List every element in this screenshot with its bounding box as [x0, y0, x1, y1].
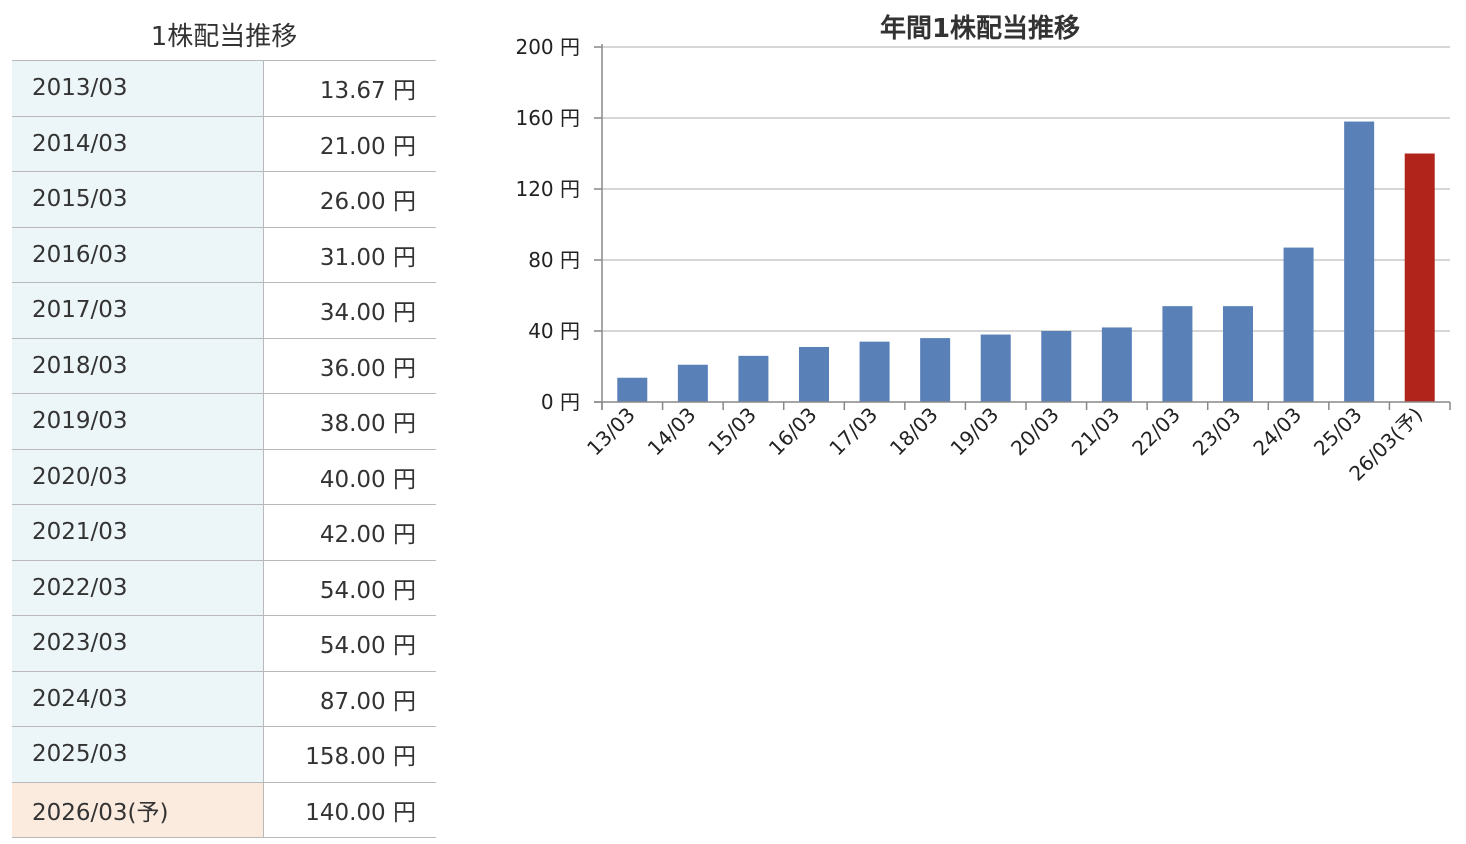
y-tick-label: 0 円: [541, 390, 580, 414]
bar-20/03: [1041, 331, 1072, 402]
fiscal-year-cell: 2018/03: [12, 338, 264, 394]
chart-title: 年間1株配当推移: [880, 13, 1080, 44]
bar-24/03: [1283, 247, 1314, 402]
x-tick-label: 22/03: [1127, 403, 1185, 461]
table-row: 2023/03 54.00 円: [12, 615, 436, 672]
x-tick-label: 16/03: [764, 403, 822, 461]
fiscal-year-cell: 2014/03: [12, 116, 264, 172]
fiscal-year-cell: 2021/03: [12, 504, 264, 561]
x-tick-label: 19/03: [946, 403, 1004, 461]
dividend-amount-cell: 31.00 円: [263, 227, 436, 283]
table-row: 2017/03 34.00 円: [12, 282, 436, 339]
bar-26/03(予): [1404, 153, 1435, 402]
dividend-amount-cell: 21.00 円: [263, 116, 436, 172]
dividend-amount-cell: 54.00 円: [263, 615, 436, 672]
fiscal-year-cell: 2023/03: [12, 615, 264, 672]
grid-lines: [602, 46, 1450, 332]
table-row: 2019/03 38.00 円: [12, 393, 436, 450]
fiscal-year-cell: 2022/03: [12, 560, 264, 616]
fiscal-year-cell: 2015/03: [12, 171, 264, 228]
y-tick-label: 40 円: [528, 319, 580, 343]
y-tick-label: 120 円: [515, 177, 580, 201]
fiscal-year-cell: 2025/03: [12, 726, 264, 783]
x-tick-label: 20/03: [1006, 403, 1064, 461]
dividend-amount-cell: 38.00 円: [263, 393, 436, 450]
x-tick-label: 15/03: [703, 403, 761, 461]
dividend-table-panel: 1株配当推移 2013/03 13.67 円 2014/03 21.00 円 2015/…: [12, 14, 436, 838]
fiscal-year-cell: 2026/03(予): [12, 782, 264, 838]
y-tick-label: 80 円: [528, 248, 580, 272]
table-row: 2021/03 42.00 円: [12, 504, 436, 561]
x-axis-ticks: 13/03 14/03 15/03 16/03 17/03 18/03 19/03 20/03…: [582, 403, 1427, 486]
x-tick-label: 25/03: [1309, 403, 1367, 461]
dividend-amount-cell: 26.00 円: [263, 171, 436, 228]
x-tick-label: 24/03: [1248, 403, 1306, 461]
table-row: 2018/03 36.00 円: [12, 338, 436, 394]
dividend-bar-chart: 年間1株配当推移 0 円 40 円 80 円 120 円 160 円 200 円 13/0…: [515, 13, 1451, 486]
x-tick-label: 21/03: [1067, 403, 1125, 461]
dividend-amount-cell: 158.00 円: [263, 726, 436, 783]
bar-21/03: [1101, 327, 1132, 402]
bar-15/03: [738, 355, 769, 402]
table-row: 2025/03 158.00 円: [12, 726, 436, 783]
bar-17/03: [859, 341, 890, 402]
bar-19/03: [980, 334, 1011, 402]
bar-25/03: [1344, 121, 1375, 403]
table-row: 2013/03 13.67 円: [12, 60, 436, 117]
x-tick-label: 14/03: [643, 403, 701, 461]
table-row: 2016/03 31.00 円: [12, 227, 436, 283]
table-row: 2026/03(予) 140.00 円: [12, 782, 436, 838]
fiscal-year-cell: 2020/03: [12, 449, 264, 505]
dividend-amount-cell: 54.00 円: [263, 560, 436, 616]
fiscal-year-cell: 2017/03: [12, 282, 264, 339]
dividend-amount-cell: 87.00 円: [263, 671, 436, 727]
x-tick-label: 17/03: [824, 403, 882, 461]
dividend-amount-cell: 36.00 円: [263, 338, 436, 394]
y-axis-ticks: 0 円 40 円 80 円 120 円 160 円 200 円: [515, 35, 580, 414]
bars: [617, 121, 1435, 403]
bar-23/03: [1223, 306, 1253, 402]
x-tick-label: 13/03: [582, 403, 640, 461]
dividend-amount-cell: 34.00 円: [263, 282, 436, 339]
dividend-amount-cell: 140.00 円: [263, 782, 436, 838]
fiscal-year-cell: 2024/03: [12, 671, 264, 727]
table-row: 2014/03 21.00 円: [12, 116, 436, 172]
dividend-amount-cell: 40.00 円: [263, 449, 436, 505]
dividend-amount-cell: 42.00 円: [263, 504, 436, 561]
table-title: 1株配当推移: [150, 22, 298, 52]
table-row: 2015/03 26.00 円: [12, 171, 436, 228]
bar-22/03: [1162, 306, 1193, 402]
fiscal-year-cell: 2016/03: [12, 227, 264, 283]
fiscal-year-cell: 2013/03: [12, 60, 264, 117]
axes: [594, 44, 1451, 410]
bar-16/03: [799, 346, 829, 402]
dividend-table: 2013/03 13.67 円 2014/03 21.00 円 2015/03 26.00…: [12, 60, 436, 838]
fiscal-year-cell: 2019/03: [12, 393, 264, 450]
bar-13/03: [617, 377, 648, 402]
table-row: 2024/03 87.00 円: [12, 671, 436, 727]
y-tick-label: 160 円: [515, 106, 580, 130]
table-row: 2022/03 54.00 円: [12, 560, 436, 616]
bar-18/03: [920, 338, 951, 402]
x-tick-label: 18/03: [885, 403, 943, 461]
x-tick-label: 23/03: [1188, 403, 1246, 461]
dividend-amount-cell: 13.67 円: [263, 60, 436, 117]
y-tick-label: 200 円: [515, 35, 580, 59]
bar-14/03: [677, 364, 708, 402]
table-row: 2020/03 40.00 円: [12, 449, 436, 505]
